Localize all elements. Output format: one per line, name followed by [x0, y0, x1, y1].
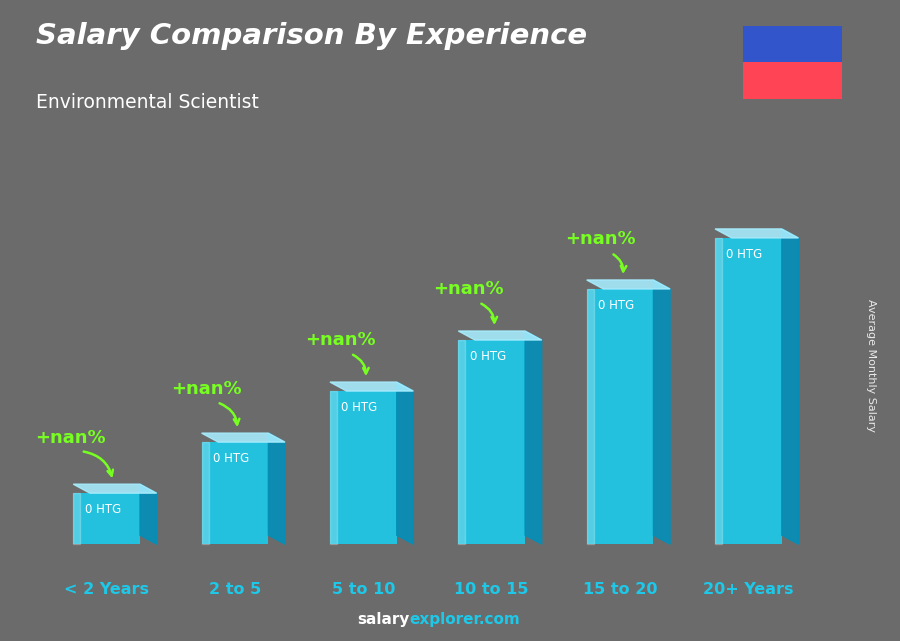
Polygon shape	[587, 289, 594, 544]
FancyBboxPatch shape	[587, 289, 653, 544]
Polygon shape	[140, 484, 157, 544]
Polygon shape	[73, 484, 157, 493]
Text: Salary Comparison By Experience: Salary Comparison By Experience	[36, 22, 587, 51]
Polygon shape	[330, 391, 337, 544]
Polygon shape	[782, 229, 798, 544]
Polygon shape	[202, 433, 285, 442]
Text: 0 HTG: 0 HTG	[726, 248, 762, 261]
Text: +nan%: +nan%	[35, 429, 106, 447]
Polygon shape	[715, 238, 722, 544]
Text: Environmental Scientist: Environmental Scientist	[36, 93, 259, 112]
Polygon shape	[458, 331, 542, 340]
Text: explorer.com: explorer.com	[410, 612, 520, 627]
Polygon shape	[330, 382, 413, 391]
Bar	[742, 26, 842, 62]
Text: salary: salary	[357, 612, 410, 627]
FancyBboxPatch shape	[715, 238, 782, 544]
Polygon shape	[525, 331, 542, 544]
Text: +nan%: +nan%	[305, 331, 375, 349]
FancyBboxPatch shape	[202, 442, 268, 544]
FancyBboxPatch shape	[458, 340, 525, 544]
Text: 0 HTG: 0 HTG	[213, 452, 249, 465]
Text: +nan%: +nan%	[565, 230, 636, 249]
Bar	[742, 62, 842, 99]
Polygon shape	[587, 280, 670, 289]
Text: 0 HTG: 0 HTG	[598, 299, 634, 312]
Text: Average Monthly Salary: Average Monthly Salary	[866, 299, 877, 432]
Polygon shape	[397, 382, 413, 544]
Polygon shape	[268, 433, 285, 544]
Text: 0 HTG: 0 HTG	[470, 350, 506, 363]
Polygon shape	[715, 229, 798, 238]
Text: 0 HTG: 0 HTG	[85, 503, 121, 516]
Polygon shape	[458, 340, 465, 544]
Polygon shape	[653, 280, 670, 544]
Text: 0 HTG: 0 HTG	[341, 401, 378, 414]
Text: +nan%: +nan%	[171, 380, 242, 398]
Polygon shape	[202, 442, 209, 544]
Polygon shape	[73, 493, 80, 544]
FancyBboxPatch shape	[73, 493, 140, 544]
FancyBboxPatch shape	[330, 391, 397, 544]
Text: +nan%: +nan%	[433, 280, 504, 298]
